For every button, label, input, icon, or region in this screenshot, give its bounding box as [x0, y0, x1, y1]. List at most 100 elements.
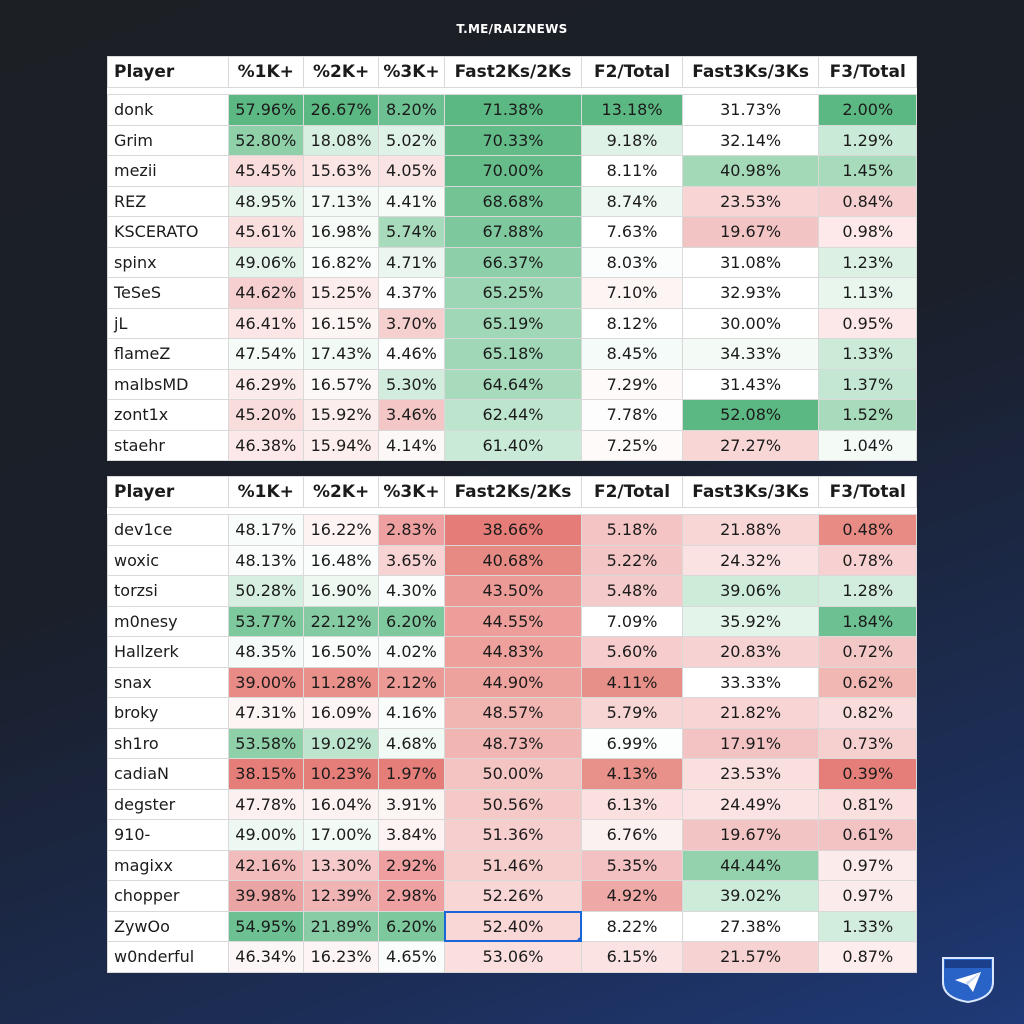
stat-cell[interactable]: 16.90% [302, 575, 380, 607]
player-name-cell[interactable]: m0nesy [107, 605, 229, 637]
stat-cell[interactable]: 65.19% [443, 307, 583, 339]
stat-cell[interactable]: 4.30% [378, 575, 445, 607]
stat-cell[interactable]: 49.00% [227, 819, 304, 851]
stat-cell[interactable]: 21.57% [681, 941, 820, 973]
stat-cell[interactable]: 44.62% [227, 277, 304, 309]
stat-cell[interactable]: 44.83% [443, 636, 583, 668]
stat-cell[interactable]: 30.00% [681, 307, 820, 339]
stat-cell[interactable]: 6.20% [378, 910, 445, 942]
stat-cell[interactable]: 3.46% [378, 399, 445, 431]
column-header[interactable]: %2K+ [302, 476, 380, 508]
stat-cell[interactable]: 45.20% [227, 399, 304, 431]
player-name-cell[interactable]: sh1ro [107, 727, 229, 759]
column-header[interactable]: Player [107, 476, 229, 508]
stat-cell[interactable]: 4.02% [378, 636, 445, 668]
stat-cell[interactable]: 2.12% [378, 666, 445, 698]
stat-cell[interactable]: 7.25% [581, 429, 683, 461]
stat-cell[interactable]: 3.70% [378, 307, 445, 339]
stat-cell[interactable]: 1.04% [818, 429, 917, 461]
stat-cell[interactable]: 46.29% [227, 368, 304, 400]
stat-cell[interactable]: 4.41% [378, 185, 445, 217]
stat-cell[interactable]: 0.78% [818, 544, 917, 576]
stat-cell[interactable]: 34.33% [681, 338, 820, 370]
stat-cell[interactable]: 1.33% [818, 910, 917, 942]
selected-cell[interactable]: 52.40% [443, 910, 583, 942]
stat-cell[interactable]: 2.83% [378, 514, 445, 546]
stat-cell[interactable]: 20.83% [681, 636, 820, 668]
stat-cell[interactable]: 5.35% [581, 849, 683, 881]
stat-cell[interactable]: 19.02% [302, 727, 380, 759]
player-name-cell[interactable]: degster [107, 788, 229, 820]
player-name-cell[interactable]: snax [107, 666, 229, 698]
player-name-cell[interactable]: REZ [107, 185, 229, 217]
stat-cell[interactable]: 65.25% [443, 277, 583, 309]
stat-cell[interactable]: 8.74% [581, 185, 683, 217]
stat-cell[interactable]: 3.65% [378, 544, 445, 576]
stat-cell[interactable]: 7.78% [581, 399, 683, 431]
stat-cell[interactable]: 0.82% [818, 697, 917, 729]
player-name-cell[interactable]: jL [107, 307, 229, 339]
stat-cell[interactable]: 7.09% [581, 605, 683, 637]
stat-cell[interactable]: 7.29% [581, 368, 683, 400]
column-header[interactable]: F3/Total [818, 56, 917, 88]
stat-cell[interactable]: 12.39% [302, 880, 380, 912]
stat-cell[interactable]: 5.30% [378, 368, 445, 400]
stat-cell[interactable]: 0.98% [818, 216, 917, 248]
stat-cell[interactable]: 1.29% [818, 124, 917, 156]
stat-cell[interactable]: 44.90% [443, 666, 583, 698]
stat-cell[interactable]: 7.63% [581, 216, 683, 248]
stat-cell[interactable]: 4.92% [581, 880, 683, 912]
stat-cell[interactable]: 8.22% [581, 910, 683, 942]
stat-cell[interactable]: 38.66% [443, 514, 583, 546]
stat-cell[interactable]: 9.18% [581, 124, 683, 156]
stat-cell[interactable]: 15.63% [302, 155, 380, 187]
stat-cell[interactable]: 19.67% [681, 819, 820, 851]
stat-cell[interactable]: 48.35% [227, 636, 304, 668]
stat-cell[interactable]: 71.38% [443, 94, 583, 126]
stat-cell[interactable]: 17.13% [302, 185, 380, 217]
stat-cell[interactable]: 4.16% [378, 697, 445, 729]
stat-cell[interactable]: 68.68% [443, 185, 583, 217]
column-header[interactable]: %1K+ [227, 56, 304, 88]
stat-cell[interactable]: 51.36% [443, 819, 583, 851]
stat-cell[interactable]: 15.25% [302, 277, 380, 309]
stat-cell[interactable]: 6.76% [581, 819, 683, 851]
player-name-cell[interactable]: Grim [107, 124, 229, 156]
stat-cell[interactable]: 50.28% [227, 575, 304, 607]
stat-cell[interactable]: 47.54% [227, 338, 304, 370]
stat-cell[interactable]: 1.33% [818, 338, 917, 370]
player-name-cell[interactable]: Hallzerk [107, 636, 229, 668]
player-name-cell[interactable]: mezii [107, 155, 229, 187]
column-header[interactable]: Fast2Ks/2Ks [443, 56, 583, 88]
column-header[interactable]: F3/Total [818, 476, 917, 508]
stat-cell[interactable]: 42.16% [227, 849, 304, 881]
fill-handle[interactable] [577, 937, 581, 941]
stat-cell[interactable]: 0.48% [818, 514, 917, 546]
stat-cell[interactable]: 48.17% [227, 514, 304, 546]
stat-cell[interactable]: 16.82% [302, 246, 380, 278]
stat-cell[interactable]: 0.95% [818, 307, 917, 339]
stat-cell[interactable]: 0.87% [818, 941, 917, 973]
player-name-cell[interactable]: staehr [107, 429, 229, 461]
stat-cell[interactable]: 0.97% [818, 880, 917, 912]
player-name-cell[interactable]: flameZ [107, 338, 229, 370]
stat-cell[interactable]: 67.88% [443, 216, 583, 248]
stat-cell[interactable]: 39.98% [227, 880, 304, 912]
stat-cell[interactable]: 49.06% [227, 246, 304, 278]
player-name-cell[interactable]: chopper [107, 880, 229, 912]
stat-cell[interactable]: 0.62% [818, 666, 917, 698]
stat-cell[interactable]: 16.50% [302, 636, 380, 668]
stat-cell[interactable]: 1.45% [818, 155, 917, 187]
stat-cell[interactable]: 17.00% [302, 819, 380, 851]
stat-cell[interactable]: 52.08% [681, 399, 820, 431]
stat-cell[interactable]: 5.02% [378, 124, 445, 156]
stat-cell[interactable]: 0.73% [818, 727, 917, 759]
stat-cell[interactable]: 70.00% [443, 155, 583, 187]
stat-cell[interactable]: 65.18% [443, 338, 583, 370]
stat-cell[interactable]: 2.00% [818, 94, 917, 126]
stat-cell[interactable]: 4.11% [581, 666, 683, 698]
stat-cell[interactable]: 61.40% [443, 429, 583, 461]
stat-cell[interactable]: 33.33% [681, 666, 820, 698]
player-name-cell[interactable]: dev1ce [107, 514, 229, 546]
stat-cell[interactable]: 38.15% [227, 758, 304, 790]
